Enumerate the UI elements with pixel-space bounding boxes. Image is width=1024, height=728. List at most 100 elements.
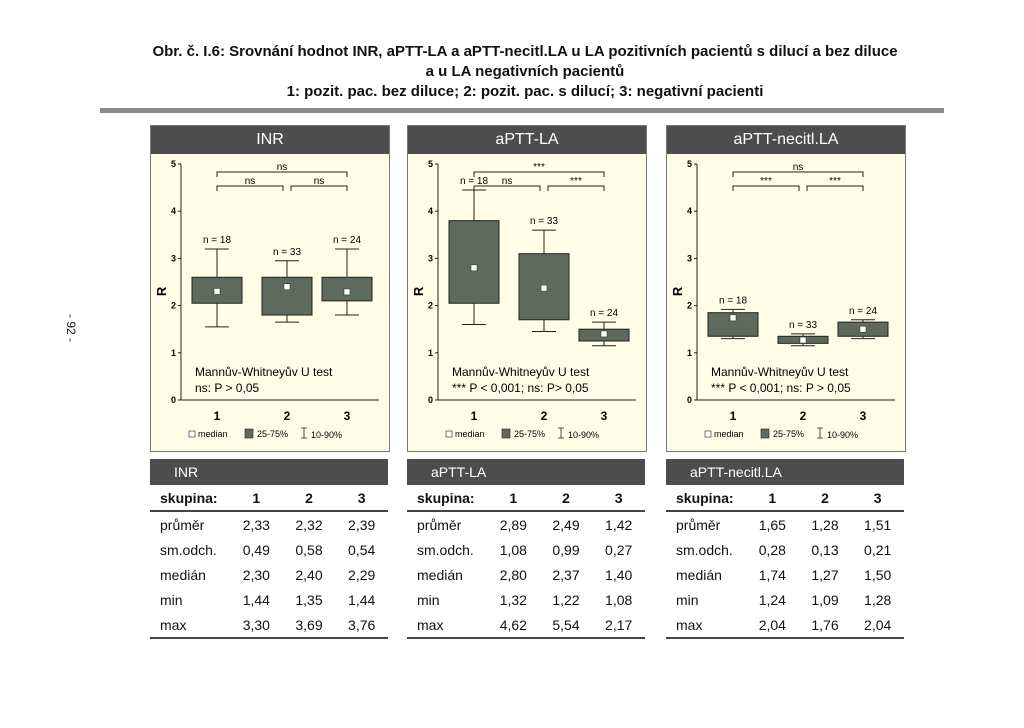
significance-label: ns [314, 176, 325, 187]
median-marker [540, 284, 548, 292]
table-header-cell: skupina: [407, 485, 487, 512]
table-cell: sm.odch. [417, 541, 474, 558]
y-tick-label: 3 [687, 253, 692, 263]
y-tick-label: 5 [171, 159, 176, 169]
stats-table-aptt-necitl: aPTT-necitl.LA skupina: 1 2 3 průměr 1,65 1,28… [666, 459, 904, 639]
median-marker [799, 336, 807, 344]
table-row: sm.odch. 1,08 0,99 0,27 [407, 537, 645, 562]
significance-bracket [216, 171, 348, 177]
median-marker [859, 325, 867, 333]
test-annotation: Mannův-Whitneyův U test [195, 365, 333, 379]
y-tick-label: 0 [171, 395, 176, 405]
table-cell: 2,39 [348, 516, 376, 533]
table-title: aPTT-LA [407, 459, 645, 485]
table-row: medián 2,30 2,40 2,29 [150, 562, 388, 587]
stats-table-inr: INR skupina: 1 2 3 průměr 2,33 2,32 2,39 sm.odch… [150, 459, 388, 639]
legend-median-swatch [704, 430, 712, 438]
iqr-box [707, 312, 759, 337]
table-cell: 2,40 [295, 566, 323, 583]
legend-label: 25-75% [257, 429, 288, 439]
table-cell: 1,74 [758, 566, 786, 583]
table-cell: max [666, 612, 746, 639]
stats-table: skupina: 1 2 3 průměr 2,33 2,32 2,39 sm.odch. 0,4… [150, 485, 388, 639]
legend-whisker-swatch [817, 427, 823, 439]
median-marker [213, 288, 221, 295]
table-header-row: skupina: 1 2 3 [666, 485, 904, 512]
table-header-cell: 3 [335, 485, 388, 512]
significance-bracket [473, 171, 605, 177]
legend-label: median [455, 429, 485, 439]
test-annotation: *** P < 0,001; ns: P> 0,05 [452, 381, 589, 395]
table-cell: 2,30 [242, 566, 270, 583]
category-label: 1 [214, 409, 221, 423]
title-divider [100, 108, 944, 113]
significance-label: *** [829, 176, 841, 187]
table-cell: 2,80 [499, 566, 527, 583]
significance-label: *** [570, 176, 582, 187]
table-header-cell: 3 [851, 485, 904, 512]
table-cell: 3,30 [230, 612, 283, 639]
table-row: sm.odch. 0,28 0,13 0,21 [666, 537, 904, 562]
table-header-cell: 2 [798, 485, 852, 512]
y-tick-label: 5 [687, 159, 692, 169]
table-row: max 3,30 3,69 3,76 [150, 612, 388, 639]
table-cell: 2,37 [552, 566, 580, 583]
category-label: 2 [541, 409, 548, 423]
y-axis-label: R [670, 286, 685, 296]
table-cell: 1,08 [499, 541, 527, 558]
legend-whisker-swatch [301, 427, 307, 439]
table-cell: 2,49 [552, 516, 580, 533]
table-cell: 5,54 [539, 612, 593, 639]
table-header-cell: skupina: [150, 485, 230, 512]
table-header-cell: 2 [539, 485, 593, 512]
stats-table-aptt-la: aPTT-LA skupina: 1 2 3 průměr 2,89 2,49 1,42 sm.… [407, 459, 645, 639]
median-marker [343, 288, 351, 296]
legend-median-swatch [188, 430, 196, 438]
table-header-cell: 1 [487, 485, 540, 512]
n-label: n = 18 [719, 295, 748, 306]
significance-bracket [473, 185, 541, 191]
chart-title: aPTT-necitl.LA [667, 126, 905, 154]
legend-label: median [198, 429, 228, 439]
table-cell: 1,08 [605, 591, 633, 608]
y-tick-label: 1 [171, 348, 176, 358]
y-axis-label: R [154, 286, 169, 296]
legend-box-swatch [760, 428, 770, 439]
table-header-cell: 1 [746, 485, 799, 512]
table-cell: 2,29 [348, 566, 376, 583]
table-cell: min [160, 591, 183, 608]
n-label: n = 24 [333, 235, 362, 246]
table-cell: 1,51 [864, 516, 892, 533]
table-row: max 4,62 5,54 2,17 [407, 612, 645, 639]
table-cell: 1,09 [811, 591, 839, 608]
boxplot-aptt-la: 0 1 2 3 4 5 Rn = 18 1 n = 33 2 n = 24 3 *** ns *** Mann… [411, 159, 636, 440]
y-tick-label: 0 [428, 395, 433, 405]
table-cell: 1,76 [798, 612, 852, 639]
n-label: n = 18 [460, 176, 489, 187]
table-cell: 1,22 [552, 591, 580, 608]
table-cell: max [407, 612, 487, 639]
significance-label: ns [793, 162, 804, 173]
stats-table: skupina: 1 2 3 průměr 1,65 1,28 1,51 sm.odch. 0,2… [666, 485, 904, 639]
median-marker [470, 264, 478, 272]
test-annotation: *** P < 0,001; ns: P > 0,05 [711, 381, 851, 395]
significance-bracket [290, 185, 348, 191]
table-cell: min [417, 591, 440, 608]
table-cell: 0,21 [864, 541, 892, 558]
category-label: 3 [344, 409, 351, 423]
y-tick-label: 4 [428, 206, 433, 216]
table-row: průměr 1,65 1,28 1,51 [666, 511, 904, 537]
significance-label: ns [277, 162, 288, 173]
title-line-2: a u LA negativních pacientů [425, 63, 625, 80]
y-tick-label: 3 [428, 253, 433, 263]
significance-label: ns [502, 176, 513, 187]
median-marker [283, 283, 291, 290]
legend-label: 10-90% [568, 430, 599, 440]
table-cell: 3,69 [282, 612, 336, 639]
table-row: sm.odch. 0,49 0,58 0,54 [150, 537, 388, 562]
table-row: min 1,32 1,22 1,08 [407, 587, 645, 612]
y-tick-label: 5 [428, 159, 433, 169]
table-cell: průměr [417, 516, 462, 533]
legend-label: 10-90% [311, 430, 342, 440]
table-cell: sm.odch. [676, 541, 733, 558]
